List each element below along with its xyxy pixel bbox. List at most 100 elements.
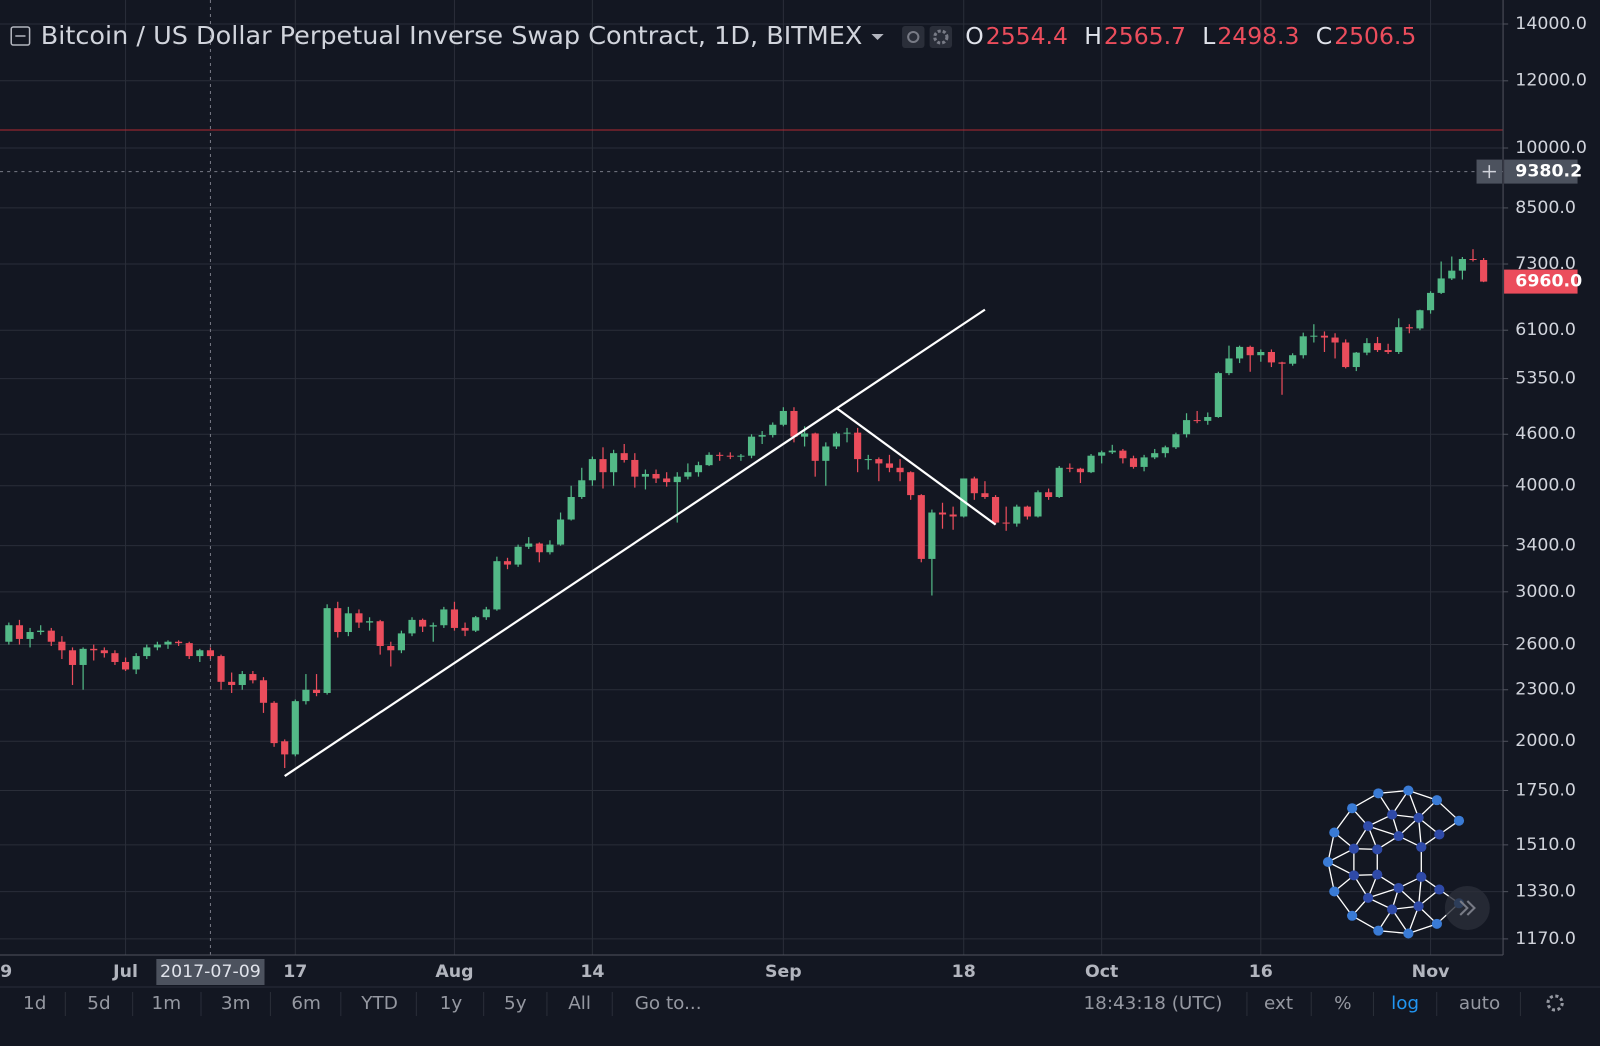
candle-body xyxy=(578,480,586,497)
candle-body xyxy=(1002,522,1010,524)
y-tick-label: 7300.0 xyxy=(1515,254,1576,274)
logo-node xyxy=(1416,842,1427,853)
candle-body xyxy=(1448,270,1456,279)
candle-body xyxy=(726,455,734,457)
candle-body xyxy=(270,702,278,744)
candle-body xyxy=(1395,327,1403,352)
crosshair-date-label: 2017-07-09 xyxy=(160,962,261,982)
option-button[interactable]: log xyxy=(1391,993,1419,1014)
x-tick-label: 9 xyxy=(0,962,12,982)
goto-button[interactable]: Go to... xyxy=(635,993,702,1014)
option-button[interactable]: auto xyxy=(1459,993,1500,1014)
candle-body xyxy=(1373,343,1382,351)
candle-body xyxy=(599,459,607,473)
dropdown-icon[interactable] xyxy=(871,34,884,40)
candle-body xyxy=(387,645,395,651)
y-tick-label: 6100.0 xyxy=(1515,320,1576,340)
x-tick-label: 18 xyxy=(952,962,976,982)
candle-body xyxy=(1161,447,1169,454)
candle-body xyxy=(503,561,512,565)
range-button[interactable]: 3m xyxy=(221,993,251,1014)
logo-node xyxy=(1387,809,1398,820)
candle-body xyxy=(312,689,321,693)
candle-body xyxy=(1225,358,1233,374)
candle-body xyxy=(556,519,565,545)
candle-body xyxy=(663,478,671,483)
candle-body xyxy=(493,561,501,610)
candle-body xyxy=(885,463,894,468)
range-button[interactable]: 5d xyxy=(87,993,110,1014)
candle-body xyxy=(705,454,713,466)
candle-body xyxy=(525,543,533,547)
candle-body xyxy=(610,453,618,473)
logo-node xyxy=(1393,882,1404,893)
candle-body xyxy=(811,433,819,461)
logo-node xyxy=(1348,870,1359,881)
candle-body xyxy=(981,493,989,497)
candle-body xyxy=(153,644,161,648)
logo-node xyxy=(1373,925,1384,936)
grid xyxy=(0,0,1504,955)
candle-body xyxy=(1469,259,1477,261)
candle-body xyxy=(620,453,628,460)
candle-body xyxy=(949,514,957,517)
eye-icon[interactable] xyxy=(902,26,925,48)
x-tick-label: 17 xyxy=(283,962,307,982)
candle-body xyxy=(228,681,236,685)
range-button[interactable]: YTD xyxy=(360,993,398,1014)
settings-gear[interactable] xyxy=(1546,994,1564,1012)
candle-body xyxy=(1172,434,1180,448)
candle-body xyxy=(747,436,756,456)
candle-body xyxy=(482,609,490,618)
logo-edge xyxy=(1367,887,1399,899)
ohlc-key: O xyxy=(965,23,983,50)
candle-body xyxy=(58,641,66,651)
y-tick-label: 14000.0 xyxy=(1515,14,1587,34)
candle-body xyxy=(1299,336,1307,356)
candle-body xyxy=(111,653,119,662)
option-button[interactable]: % xyxy=(1334,993,1351,1014)
candle-body xyxy=(1066,467,1074,469)
range-button[interactable]: 6m xyxy=(291,993,321,1014)
candle-body xyxy=(68,650,77,665)
y-tick-label: 2000.0 xyxy=(1515,731,1576,751)
candle-body xyxy=(1182,420,1191,435)
x-tick-label: Aug xyxy=(435,962,473,982)
logo-node xyxy=(1373,788,1384,799)
option-button[interactable]: ext xyxy=(1264,993,1293,1014)
range-button[interactable]: All xyxy=(568,993,591,1014)
candle-body xyxy=(991,496,1000,523)
candle-body xyxy=(472,617,480,631)
y-tick-label: 1510.0 xyxy=(1515,835,1576,855)
logo-node xyxy=(1329,886,1340,897)
settings-icon[interactable] xyxy=(929,26,953,48)
candle-body xyxy=(535,543,543,553)
ohlc-key: C xyxy=(1316,23,1332,50)
range-button[interactable]: 1m xyxy=(152,993,182,1014)
toolbar: 1d 5d 1m 3m 6m YTD 1y 5y All Go to... 18… xyxy=(23,992,1564,1016)
candle-body xyxy=(801,433,809,437)
logo-node xyxy=(1393,831,1404,842)
candle-body xyxy=(185,643,193,657)
collapse-icon[interactable] xyxy=(10,26,31,46)
y-tick-label: 12000.0 xyxy=(1515,71,1587,91)
crosshair-date-box xyxy=(156,959,265,985)
range-button[interactable]: 1d xyxy=(23,993,46,1014)
last-price-box xyxy=(1504,269,1578,294)
logo-node xyxy=(1403,785,1414,796)
candle-body xyxy=(1119,450,1127,459)
range-button[interactable]: 1y xyxy=(440,993,463,1014)
range-button[interactable]: 5y xyxy=(504,993,527,1014)
candle-body xyxy=(291,701,299,755)
y-tick-label: 2300.0 xyxy=(1515,680,1576,700)
candle-body xyxy=(217,656,225,682)
x-tick-label: 14 xyxy=(580,962,604,982)
ohlc-key: H xyxy=(1084,23,1102,50)
candle-body xyxy=(1267,351,1275,363)
crosshair-price-box xyxy=(1504,159,1578,184)
candle-body xyxy=(694,465,703,473)
y-tick-label: 10000.0 xyxy=(1515,138,1587,158)
logo-edge xyxy=(1367,825,1399,837)
candle-body xyxy=(1310,335,1318,337)
